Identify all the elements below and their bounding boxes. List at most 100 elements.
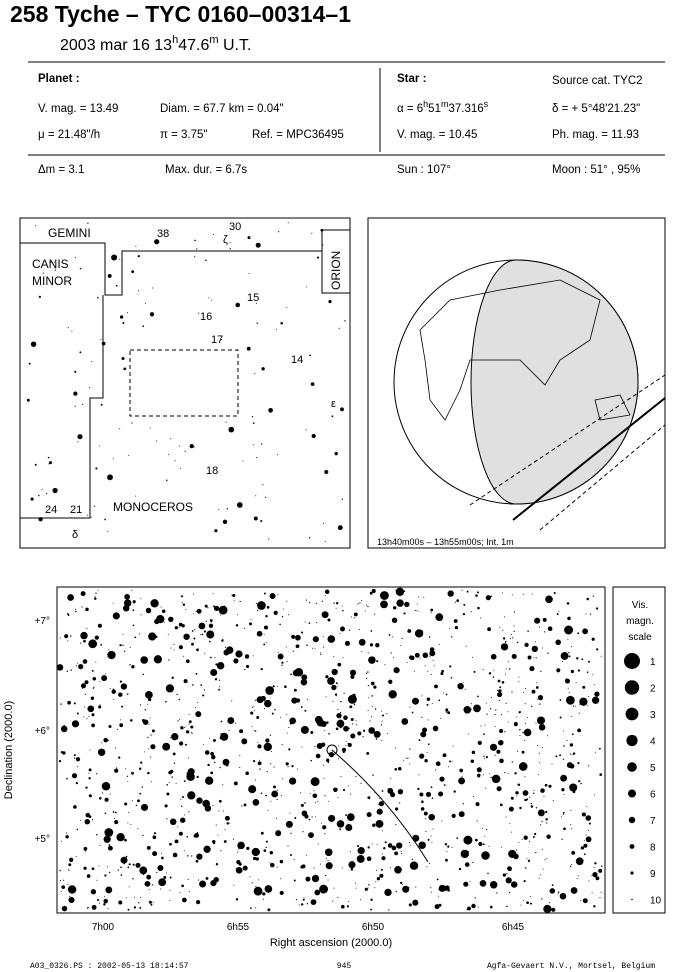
star xyxy=(161,609,166,613)
star xyxy=(179,892,181,894)
star xyxy=(270,800,272,802)
star xyxy=(125,897,127,899)
star xyxy=(96,879,98,881)
star xyxy=(326,721,329,724)
star xyxy=(251,847,260,857)
star xyxy=(348,629,351,631)
star xyxy=(331,684,337,691)
info-text: Max. dur. = 6.7s xyxy=(165,164,247,176)
star xyxy=(522,731,524,734)
star xyxy=(151,884,154,886)
star xyxy=(426,866,428,868)
star xyxy=(474,897,476,899)
star xyxy=(135,245,137,247)
star xyxy=(251,706,253,708)
star xyxy=(73,757,76,759)
star xyxy=(559,754,562,757)
star xyxy=(408,903,412,907)
star xyxy=(100,644,103,646)
star xyxy=(591,637,595,641)
star xyxy=(305,599,307,601)
star xyxy=(384,841,387,844)
star xyxy=(196,248,198,250)
star xyxy=(452,745,454,747)
star xyxy=(570,669,575,674)
star xyxy=(534,641,536,643)
star xyxy=(205,876,209,880)
info-text: Ph. mag. = 11.93 xyxy=(552,129,639,141)
star xyxy=(592,872,598,878)
star xyxy=(562,660,563,662)
star xyxy=(527,655,532,660)
star xyxy=(591,875,593,877)
star xyxy=(107,845,113,851)
star xyxy=(99,704,101,706)
star xyxy=(367,684,370,687)
star xyxy=(186,835,188,838)
scale-dot xyxy=(631,898,633,901)
part: m xyxy=(441,99,449,109)
star xyxy=(353,617,355,619)
star xyxy=(291,764,294,768)
star xyxy=(525,722,527,724)
star xyxy=(370,630,373,632)
star xyxy=(186,771,190,776)
star xyxy=(535,807,538,809)
star-label: ζ xyxy=(223,234,228,246)
star xyxy=(211,299,213,301)
scale-label: 1 xyxy=(650,657,656,668)
star xyxy=(127,311,128,313)
star xyxy=(409,763,411,765)
star xyxy=(121,705,124,708)
star xyxy=(74,405,76,407)
star xyxy=(311,232,313,234)
star xyxy=(558,611,560,613)
star xyxy=(426,751,428,754)
info-text: Δm = 3.1 xyxy=(38,164,84,176)
star xyxy=(210,751,214,756)
star xyxy=(514,772,517,775)
star xyxy=(505,673,507,675)
star xyxy=(425,791,432,797)
star xyxy=(139,792,142,795)
star xyxy=(75,757,81,762)
star xyxy=(218,688,221,691)
star xyxy=(415,609,417,612)
star xyxy=(315,816,317,818)
star xyxy=(91,819,94,821)
star xyxy=(368,884,370,886)
star xyxy=(118,900,123,905)
star xyxy=(68,869,70,871)
star xyxy=(361,600,363,602)
star xyxy=(294,817,297,819)
star xyxy=(137,799,140,803)
star xyxy=(204,604,208,608)
star xyxy=(543,795,545,797)
star xyxy=(260,667,263,671)
star xyxy=(477,606,480,610)
star xyxy=(395,890,397,893)
star xyxy=(347,694,357,704)
star xyxy=(293,688,297,692)
star xyxy=(163,875,167,879)
star xyxy=(570,809,572,811)
star xyxy=(61,905,68,912)
star xyxy=(317,800,319,802)
star xyxy=(178,622,183,627)
star xyxy=(92,687,95,689)
star xyxy=(169,876,172,879)
star xyxy=(222,519,228,525)
constellation: MONOCEROS xyxy=(113,500,193,514)
star xyxy=(540,670,542,673)
star xyxy=(253,886,263,896)
star xyxy=(257,761,262,766)
star xyxy=(243,627,246,630)
star xyxy=(366,677,368,679)
star xyxy=(107,530,109,532)
star xyxy=(91,723,95,728)
star xyxy=(437,895,440,897)
star xyxy=(152,851,158,857)
star xyxy=(507,721,509,723)
star xyxy=(59,880,62,882)
